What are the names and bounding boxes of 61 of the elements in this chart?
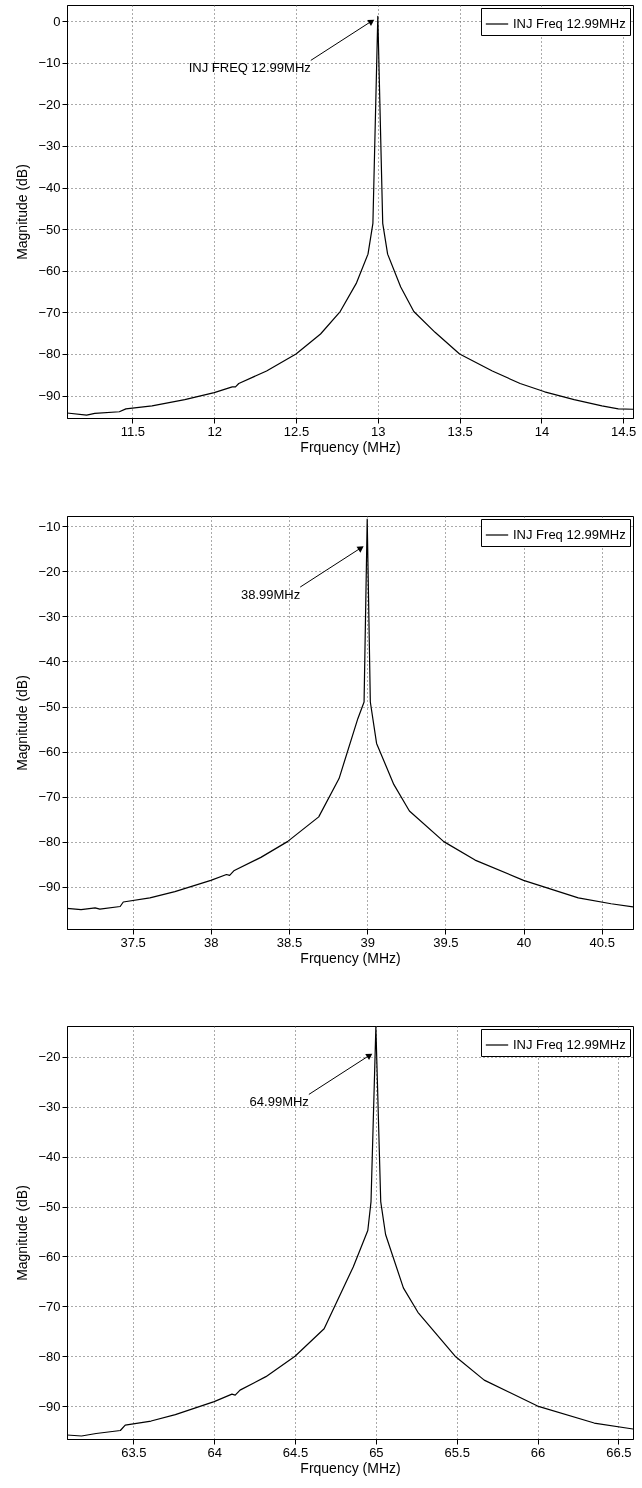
y-tick-label: −40 (38, 180, 61, 196)
y-tick-label: −10 (38, 55, 61, 71)
y-tick-label: −40 (38, 1149, 61, 1165)
y-tick-label: −80 (38, 834, 61, 850)
x-axis-title: Frquency (MHz) (300, 1459, 401, 1476)
x-tick-label: 39 (360, 934, 375, 950)
x-axis-title: Frquency (MHz) (300, 949, 401, 966)
y-axis-title: Magnitude (dB) (14, 164, 31, 260)
x-tick-label: 40.5 (589, 934, 615, 950)
x-tick-label: 64.5 (282, 1444, 309, 1460)
y-tick-label: −60 (38, 263, 61, 279)
y-tick-label: −50 (38, 221, 61, 237)
x-tick-label: 12 (207, 423, 222, 439)
y-tick-label: −50 (38, 1199, 61, 1215)
x-tick-label: 63.5 (121, 1444, 147, 1460)
legend-label: INJ Freq 12.99MHz (513, 527, 626, 542)
x-tick-label: 38 (204, 934, 219, 950)
y-tick-label: −10 (38, 518, 61, 534)
annotation: INJ FREQ 12.99MHz (188, 60, 311, 76)
x-tick-label: 12.5 (283, 423, 310, 439)
x-tick-label: 65.5 (444, 1444, 470, 1460)
x-tick-label: 64 (207, 1444, 222, 1460)
x-tick-label: 11.5 (120, 423, 146, 439)
y-tick-label: −80 (38, 346, 61, 362)
y-tick-label: −20 (38, 96, 61, 112)
x-tick-label: 65 (369, 1444, 384, 1460)
legend-label: INJ Freq 12.99MHz (513, 16, 626, 31)
x-tick-label: 37.5 (120, 934, 146, 950)
x-axis-title: Frquency (MHz) (300, 438, 401, 455)
y-axis-title: Magnitude (dB) (14, 675, 31, 771)
x-tick-label: 13 (371, 423, 386, 439)
y-tick-label: −30 (38, 1099, 61, 1115)
x-tick-label: 14.5 (611, 423, 637, 439)
y-tick-label: −20 (38, 1049, 61, 1065)
y-tick-label: −70 (38, 304, 61, 320)
y-axis-title: Magnitude (dB) (14, 1185, 31, 1281)
annotation: 38.99MHz (240, 587, 301, 603)
y-tick-label: −60 (38, 744, 61, 760)
x-tick-label: 13.5 (447, 423, 473, 439)
y-tick-label: −70 (38, 1298, 61, 1314)
y-tick-label: −30 (38, 138, 61, 154)
y-tick-label: −60 (38, 1248, 61, 1264)
x-tick-label: 39.5 (433, 934, 459, 950)
y-tick-label: −90 (38, 388, 61, 404)
y-tick-label: 0 (53, 13, 61, 29)
annotation: 64.99MHz (249, 1094, 309, 1110)
y-tick-label: −90 (38, 1398, 61, 1414)
y-tick-label: −80 (38, 1348, 61, 1364)
y-tick-label: −30 (38, 608, 61, 624)
x-tick-label: 38.5 (276, 934, 303, 950)
y-tick-label: −70 (38, 789, 61, 805)
y-tick-label: −20 (38, 563, 61, 579)
x-tick-label: 40 (516, 934, 532, 950)
x-tick-label: 14 (534, 423, 550, 439)
y-tick-label: −40 (38, 653, 61, 669)
x-tick-label: 66 (530, 1444, 546, 1460)
x-tick-label: 66.5 (606, 1444, 632, 1460)
y-tick-label: −90 (38, 879, 61, 895)
line-series (67, 1026, 633, 1437)
y-tick-label: −50 (38, 699, 61, 715)
legend-label: INJ Freq 12.99MHz (513, 1037, 626, 1052)
